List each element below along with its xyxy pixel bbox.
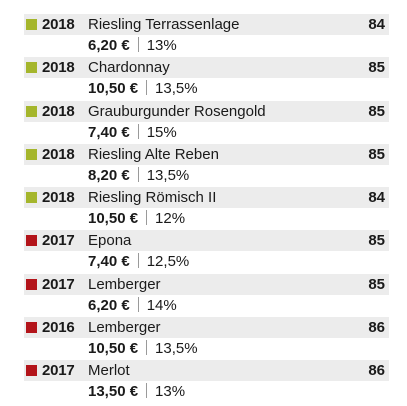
white-wine-square-icon (26, 19, 37, 30)
wine-entry-header: 2017 Epona 85 (24, 230, 389, 252)
wine-alcohol: 13% (146, 37, 177, 54)
wine-entry-header: 2018 Chardonnay 85 (24, 57, 389, 79)
wine-year: 2017 (42, 232, 75, 250)
wine-price: 6,20 € (88, 296, 130, 314)
wine-entry-header: 2017 Lemberger 85 (24, 273, 389, 295)
wine-name: Lemberger (88, 275, 161, 293)
wine-entry: 2018 Riesling Römisch II 84 10,50 € 12% (24, 187, 389, 230)
divider (146, 383, 148, 399)
wine-entry: 2016 Lemberger 86 10,50 € 13,5% (24, 317, 389, 360)
divider (137, 253, 139, 269)
wine-year: 2017 (42, 275, 75, 293)
wine-year: 2018 (42, 16, 75, 33)
divider (146, 80, 148, 96)
wine-alcohol: 12,5% (146, 253, 190, 271)
divider (137, 296, 139, 312)
wine-year: 2018 (42, 189, 75, 207)
wine-score: 85 (368, 59, 385, 77)
wine-alcohol: 13% (155, 383, 186, 401)
wine-score: 85 (368, 275, 385, 293)
wine-score: 85 (368, 232, 385, 250)
wine-entry: 2017 Epona 85 7,40 € 12,5% (24, 230, 389, 273)
wine-details: 10,50 € 12% (88, 209, 185, 229)
wine-price: 10,50 € (88, 340, 139, 358)
wine-details: 10,50 € 13,5% (88, 79, 198, 99)
wine-details: 13,50 € 13% (88, 382, 185, 402)
wine-score: 85 (368, 145, 385, 163)
wine-price: 10,50 € (88, 210, 139, 228)
wine-name: Merlot (88, 362, 130, 380)
divider (137, 123, 139, 139)
white-wine-square-icon (26, 192, 37, 204)
divider (146, 210, 148, 226)
red-wine-square-icon (26, 322, 37, 334)
white-wine-square-icon (26, 105, 37, 117)
wine-entry: 2018 Chardonnay 85 10,50 € 13,5% (24, 57, 389, 100)
red-wine-square-icon (26, 365, 37, 377)
wine-name: Riesling Alte Reben (88, 145, 219, 163)
wine-alcohol: 13,5% (155, 80, 198, 98)
wine-price: 8,20 € (88, 166, 130, 184)
wine-alcohol: 13,5% (155, 340, 198, 358)
wine-entry-header: 2017 Merlot 86 (24, 360, 389, 382)
red-wine-square-icon (26, 278, 37, 290)
wine-year: 2018 (42, 102, 75, 120)
wine-details: 6,20 € 14% (88, 296, 177, 316)
divider (137, 37, 139, 52)
wine-score: 84 (368, 189, 385, 207)
wine-score: 86 (368, 362, 385, 380)
red-wine-square-icon (26, 235, 37, 247)
wine-entry-header: 2018 Grauburgunder Rosengold 85 (24, 100, 389, 122)
wine-price: 7,40 € (88, 123, 130, 141)
wine-alcohol: 14% (146, 296, 177, 314)
wine-details: 6,20 € 13% (88, 36, 177, 56)
wine-price: 6,20 € (88, 37, 130, 54)
divider (146, 340, 148, 356)
wine-entry-header: 2016 Lemberger 86 (24, 317, 389, 339)
wine-year: 2017 (42, 362, 75, 380)
wine-name: Chardonnay (88, 59, 170, 77)
wine-entry-header: 2018 Riesling Terrassenlage 84 (24, 14, 389, 35)
wine-entry-header: 2018 Riesling Römisch II 84 (24, 187, 389, 209)
wine-price: 7,40 € (88, 253, 130, 271)
wine-details: 10,50 € 13,5% (88, 339, 198, 359)
wine-entry-header: 2018 Riesling Alte Reben 85 (24, 143, 389, 165)
wine-name: Grauburgunder Rosengold (88, 102, 266, 120)
wine-price: 13,50 € (88, 383, 139, 401)
wine-alcohol: 13,5% (146, 166, 190, 184)
wine-name: Epona (88, 232, 132, 250)
wine-name: Riesling Römisch II (88, 189, 217, 207)
wine-details: 7,40 € 12,5% (88, 252, 189, 272)
wine-year: 2018 (42, 145, 75, 163)
white-wine-square-icon (26, 148, 37, 160)
wine-price: 10,50 € (88, 80, 139, 98)
wine-entry: 2018 Riesling Alte Reben 85 8,20 € 13,5% (24, 143, 389, 187)
wine-entry: 2017 Lemberger 85 6,20 € 14% (24, 273, 389, 317)
wine-year: 2018 (42, 59, 75, 77)
wine-alcohol: 12% (155, 210, 186, 228)
wine-score: 86 (368, 319, 385, 337)
wine-entry: 2017 Merlot 86 13,50 € 13% (24, 360, 389, 403)
wine-details: 8,20 € 13,5% (88, 166, 189, 186)
wine-list: 2018 Riesling Terrassenlage 84 6,20 € 13%… (24, 14, 389, 404)
wine-name: Lemberger (88, 319, 161, 337)
wine-year: 2016 (42, 319, 75, 337)
white-wine-square-icon (26, 62, 37, 74)
wine-alcohol: 15% (146, 123, 177, 141)
wine-score: 84 (368, 16, 385, 33)
wine-entry: 2018 Riesling Terrassenlage 84 6,20 € 13% (24, 14, 389, 57)
wine-name: Riesling Terrassenlage (88, 16, 240, 33)
wine-score: 85 (368, 102, 385, 120)
wine-entry: 2018 Grauburgunder Rosengold 85 7,40 € 15… (24, 100, 389, 144)
divider (137, 166, 139, 182)
wine-details: 7,40 € 15% (88, 123, 177, 143)
